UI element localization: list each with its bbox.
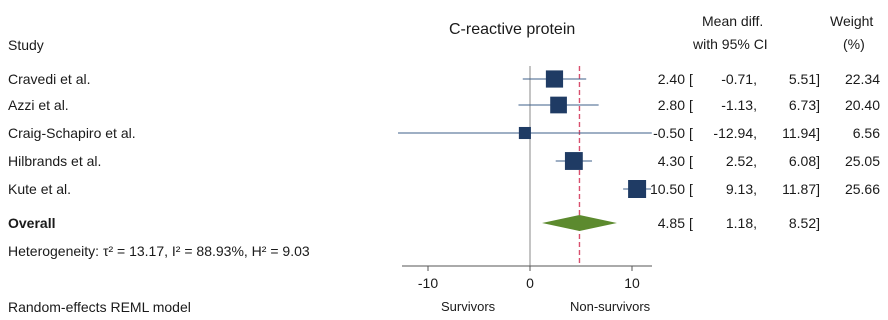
survivors-label: Survivors — [441, 299, 496, 314]
ci-open-bracket: [ — [689, 215, 693, 231]
heterogeneity-text: Heterogeneity: τ² = 13.17, I² = 88.93%, … — [8, 243, 310, 259]
weight-value: 6.56 — [852, 125, 880, 141]
non-survivors-label: Non-survivors — [570, 299, 651, 314]
ci-lower-value: 9.13, — [725, 181, 757, 197]
effect-marker — [545, 70, 564, 88]
effect-value: 2.80 — [657, 97, 685, 113]
study-name: Cravedi et al. — [8, 71, 91, 87]
ci-lower-value: -1.13, — [721, 97, 757, 113]
effect-header-line1: Mean diff. — [702, 13, 764, 29]
ci-upper-value: 6.73] — [788, 97, 820, 113]
ci-lower-value: 2.52, — [725, 153, 757, 169]
chart-title: C-reactive protein — [449, 21, 576, 38]
ci-open-bracket: [ — [689, 71, 693, 87]
x-tick-label: -10 — [417, 275, 439, 291]
weight-header-line1: Weight — [830, 13, 874, 29]
model-label: Random-effects REML model — [8, 299, 191, 315]
ci-open-bracket: [ — [689, 97, 693, 113]
study-name: Hilbrands et al. — [8, 153, 102, 169]
effect-marker — [564, 152, 583, 170]
effect-marker — [518, 126, 531, 140]
weight-value: 25.05 — [844, 153, 880, 169]
effect-value: 10.50 — [649, 181, 685, 197]
ci-open-bracket: [ — [689, 153, 693, 169]
ci-upper-value: 11.87] — [782, 181, 820, 197]
weight-value: 25.66 — [844, 181, 880, 197]
study-column-header: Study — [8, 37, 44, 53]
ci-upper-value: 6.08] — [788, 153, 820, 169]
weight-value: 20.40 — [844, 97, 880, 113]
study-name: Kute et al. — [8, 181, 72, 197]
overall-ci-upper: 8.52] — [788, 215, 820, 231]
effect-value: 4.30 — [657, 153, 685, 169]
study-name: Azzi et al. — [8, 97, 69, 113]
weight-header-line2: (%) — [843, 36, 865, 52]
ci-lower-value: -0.71, — [721, 71, 757, 87]
overall-diamond — [542, 215, 617, 231]
effect-value: -0.50 — [653, 125, 685, 141]
study-name: Craig-Schapiro et al. — [8, 125, 136, 141]
effect-marker — [628, 180, 647, 198]
ci-lower-value: -12.94, — [713, 125, 757, 141]
ci-open-bracket: [ — [689, 181, 693, 197]
overall-label: Overall — [8, 215, 56, 231]
effect-value: 2.40 — [657, 71, 685, 87]
effect-marker — [550, 96, 567, 114]
overall-ci-lower: 1.18, — [725, 215, 757, 231]
ci-upper-value: 11.94] — [782, 125, 820, 141]
x-tick-label: 10 — [624, 275, 640, 291]
x-tick-label: 0 — [526, 275, 534, 291]
ci-upper-value: 5.51] — [788, 71, 820, 87]
effect-header-line2: with 95% CI — [693, 36, 768, 52]
ci-open-bracket: [ — [689, 125, 693, 141]
weight-value: 22.34 — [844, 71, 880, 87]
overall-effect-value: 4.85 — [657, 215, 685, 231]
